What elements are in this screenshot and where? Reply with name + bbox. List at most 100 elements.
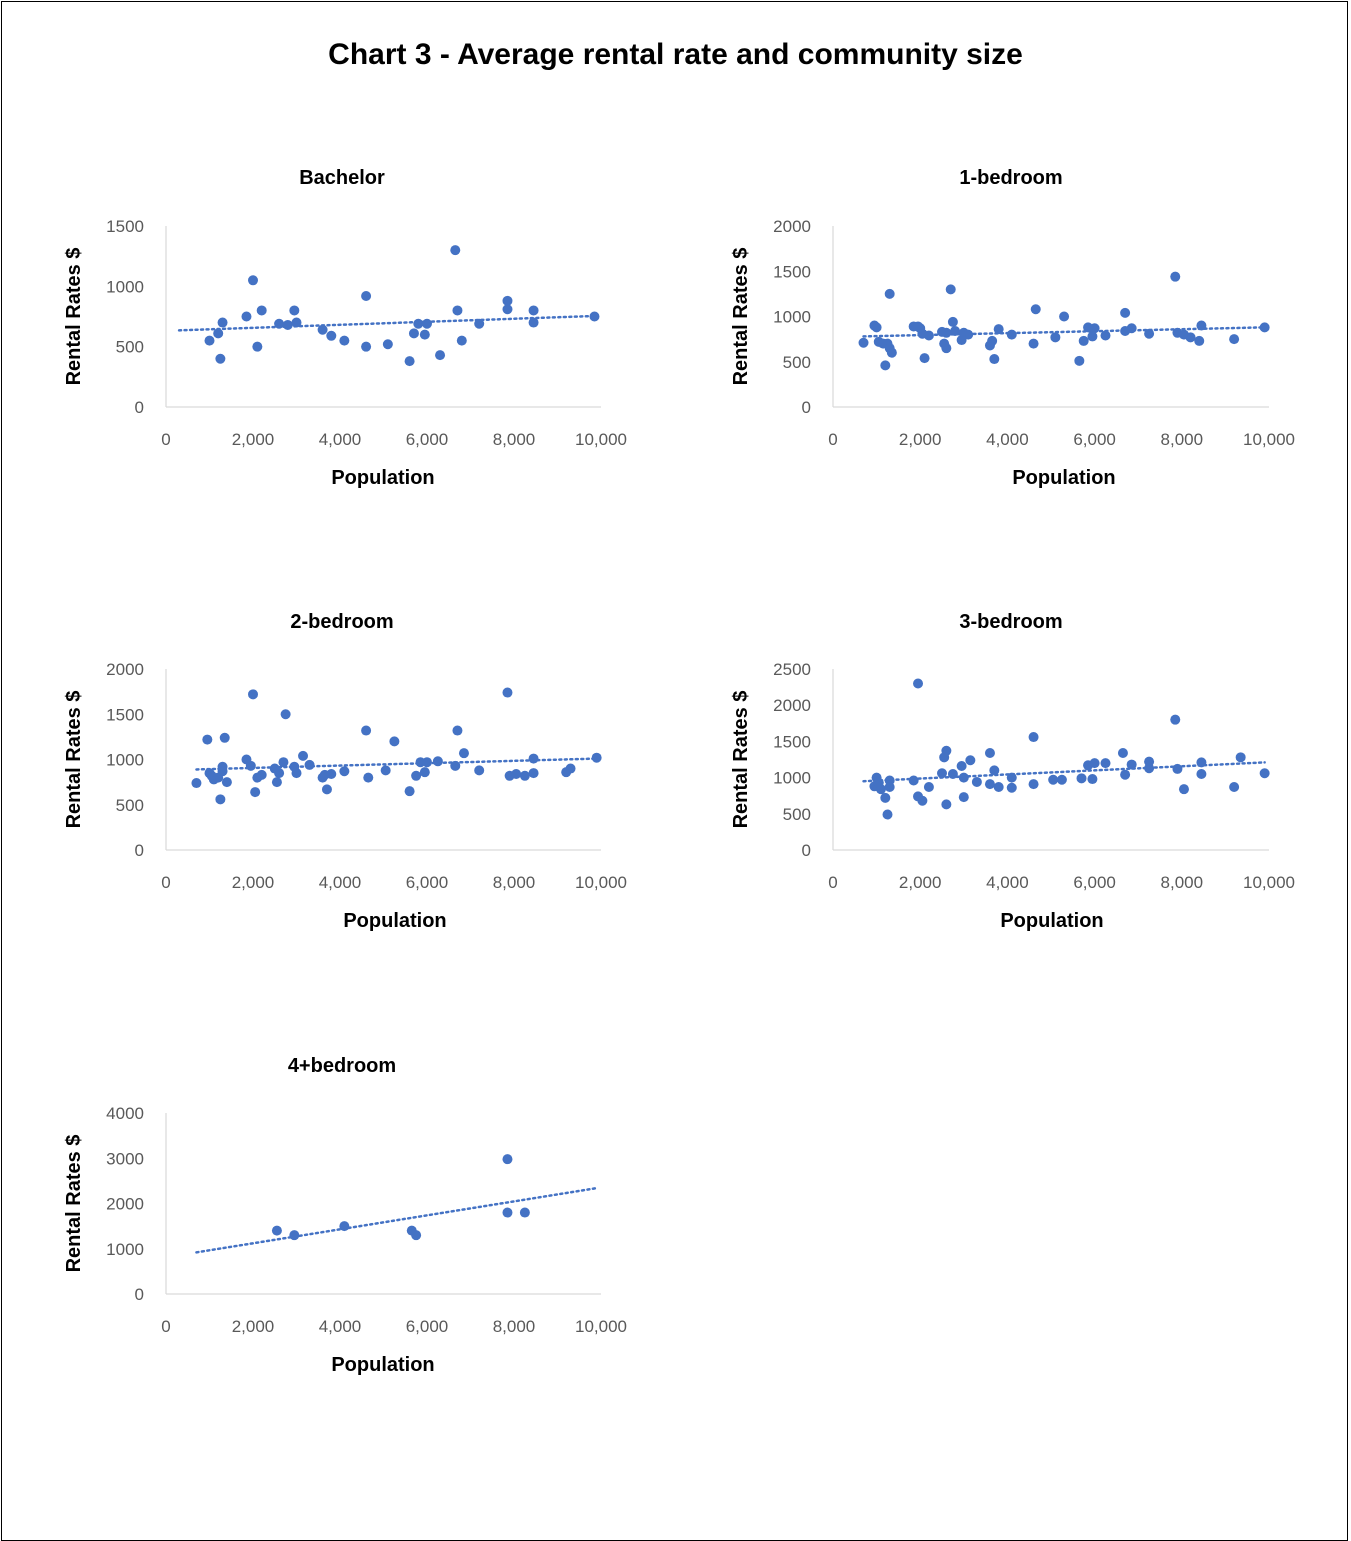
data-point <box>274 318 285 329</box>
x-tick-label: 2,000 <box>232 430 275 449</box>
data-point <box>947 316 958 327</box>
x-tick-label: 0 <box>828 873 837 892</box>
data-point <box>511 768 522 779</box>
data-point <box>413 318 424 329</box>
data-point <box>1144 756 1155 767</box>
data-point <box>987 335 998 346</box>
data-point <box>456 335 467 346</box>
data-point <box>361 290 372 301</box>
data-point <box>941 327 952 338</box>
trendline <box>195 1186 598 1254</box>
data-point <box>450 245 461 256</box>
data-point <box>1089 323 1100 334</box>
y-tick-label: 1000 <box>106 1240 144 1259</box>
data-point <box>248 275 258 286</box>
data-point <box>1144 328 1155 339</box>
panel-title: Bachelor <box>299 167 385 189</box>
y-tick-label: 1500 <box>773 262 811 281</box>
data-point <box>1056 774 1067 785</box>
data-point <box>419 767 430 778</box>
x-tick-label: 4,000 <box>319 430 362 449</box>
data-point <box>1196 320 1207 331</box>
y-tick-label: 2000 <box>773 217 811 236</box>
data-point <box>256 769 267 780</box>
y-tick-label: 0 <box>135 398 144 417</box>
x-tick-label: 8,000 <box>1161 873 1204 892</box>
x-tick-label: 6,000 <box>1073 430 1116 449</box>
data-point <box>317 324 328 335</box>
data-point <box>432 756 443 767</box>
data-point <box>528 317 539 328</box>
x-tick-label: 2,000 <box>232 873 275 892</box>
y-axis-label: Rental Rates $ <box>63 1135 85 1273</box>
y-tick-label: 0 <box>802 398 811 417</box>
data-point <box>422 318 432 329</box>
data-point <box>923 782 934 793</box>
x-tick-label: 10,000 <box>1243 873 1295 892</box>
data-point <box>215 353 226 364</box>
data-point <box>458 748 469 759</box>
data-point <box>1172 763 1183 774</box>
y-tick-label: 0 <box>135 1285 144 1304</box>
data-point <box>450 760 461 771</box>
data-point <box>913 678 924 689</box>
data-point <box>1100 330 1111 341</box>
data-point <box>241 311 252 322</box>
data-point <box>919 353 930 364</box>
data-point <box>363 772 374 783</box>
data-point <box>217 761 228 772</box>
main-title: Chart 3 - Average rental rate and commun… <box>328 38 1023 71</box>
data-point <box>1006 782 1017 793</box>
x-axis-label: Population <box>1012 467 1115 489</box>
x-tick-label: 0 <box>161 430 170 449</box>
data-point <box>1087 774 1098 785</box>
data-point <box>1050 332 1061 343</box>
chart-panel-4: 3-bedroom 0 500 1000 1500 2000 2500 0 2,000 4,000… <box>730 611 1295 932</box>
x-tick-label: 10,000 <box>1243 430 1295 449</box>
data-point <box>291 317 302 328</box>
data-point <box>1076 773 1087 784</box>
y-axis-label: Rental Rates $ <box>63 691 85 829</box>
data-point <box>1078 335 1089 346</box>
data-point <box>404 356 415 367</box>
data-point <box>1259 322 1270 333</box>
data-point <box>880 360 891 371</box>
data-point <box>941 745 952 756</box>
data-point <box>993 782 1004 793</box>
data-point <box>1030 304 1041 315</box>
data-point <box>245 760 256 771</box>
x-tick-label: 8,000 <box>1161 430 1204 449</box>
x-tick-label: 6,000 <box>1073 873 1116 892</box>
x-tick-label: 10,000 <box>575 1317 627 1336</box>
data-point <box>941 799 952 810</box>
data-point <box>908 775 919 786</box>
data-point <box>321 784 332 795</box>
data-point <box>382 339 393 350</box>
data-point <box>884 288 895 299</box>
data-point <box>875 784 886 795</box>
chart-panel-5: 4+bedroom 0 1000 2000 3000 4000 0 2,000 4,000 6,0… <box>63 1055 627 1376</box>
y-tick-label: 1000 <box>106 751 144 770</box>
data-point <box>404 786 415 797</box>
y-tick-label: 500 <box>783 805 811 824</box>
data-point <box>339 1221 350 1232</box>
data-point <box>965 755 976 766</box>
panel-title: 2-bedroom <box>290 611 393 633</box>
panel-title: 1-bedroom <box>959 167 1062 189</box>
y-tick-label: 1500 <box>106 217 144 236</box>
data-point <box>215 794 226 805</box>
x-tick-label: 0 <box>161 873 170 892</box>
data-point <box>1194 335 1205 346</box>
data-point <box>1059 311 1070 322</box>
trendline <box>177 314 598 332</box>
y-axis-label: Rental Rates $ <box>63 248 85 386</box>
y-tick-label: 2000 <box>106 1195 144 1214</box>
y-tick-label: 1500 <box>106 705 144 724</box>
x-tick-label: 0 <box>161 1317 170 1336</box>
data-point <box>339 335 350 346</box>
trendline <box>195 757 598 771</box>
x-axis-label: Population <box>343 910 446 932</box>
y-tick-label: 500 <box>116 338 144 357</box>
data-point <box>1006 329 1017 340</box>
data-point <box>528 305 539 316</box>
